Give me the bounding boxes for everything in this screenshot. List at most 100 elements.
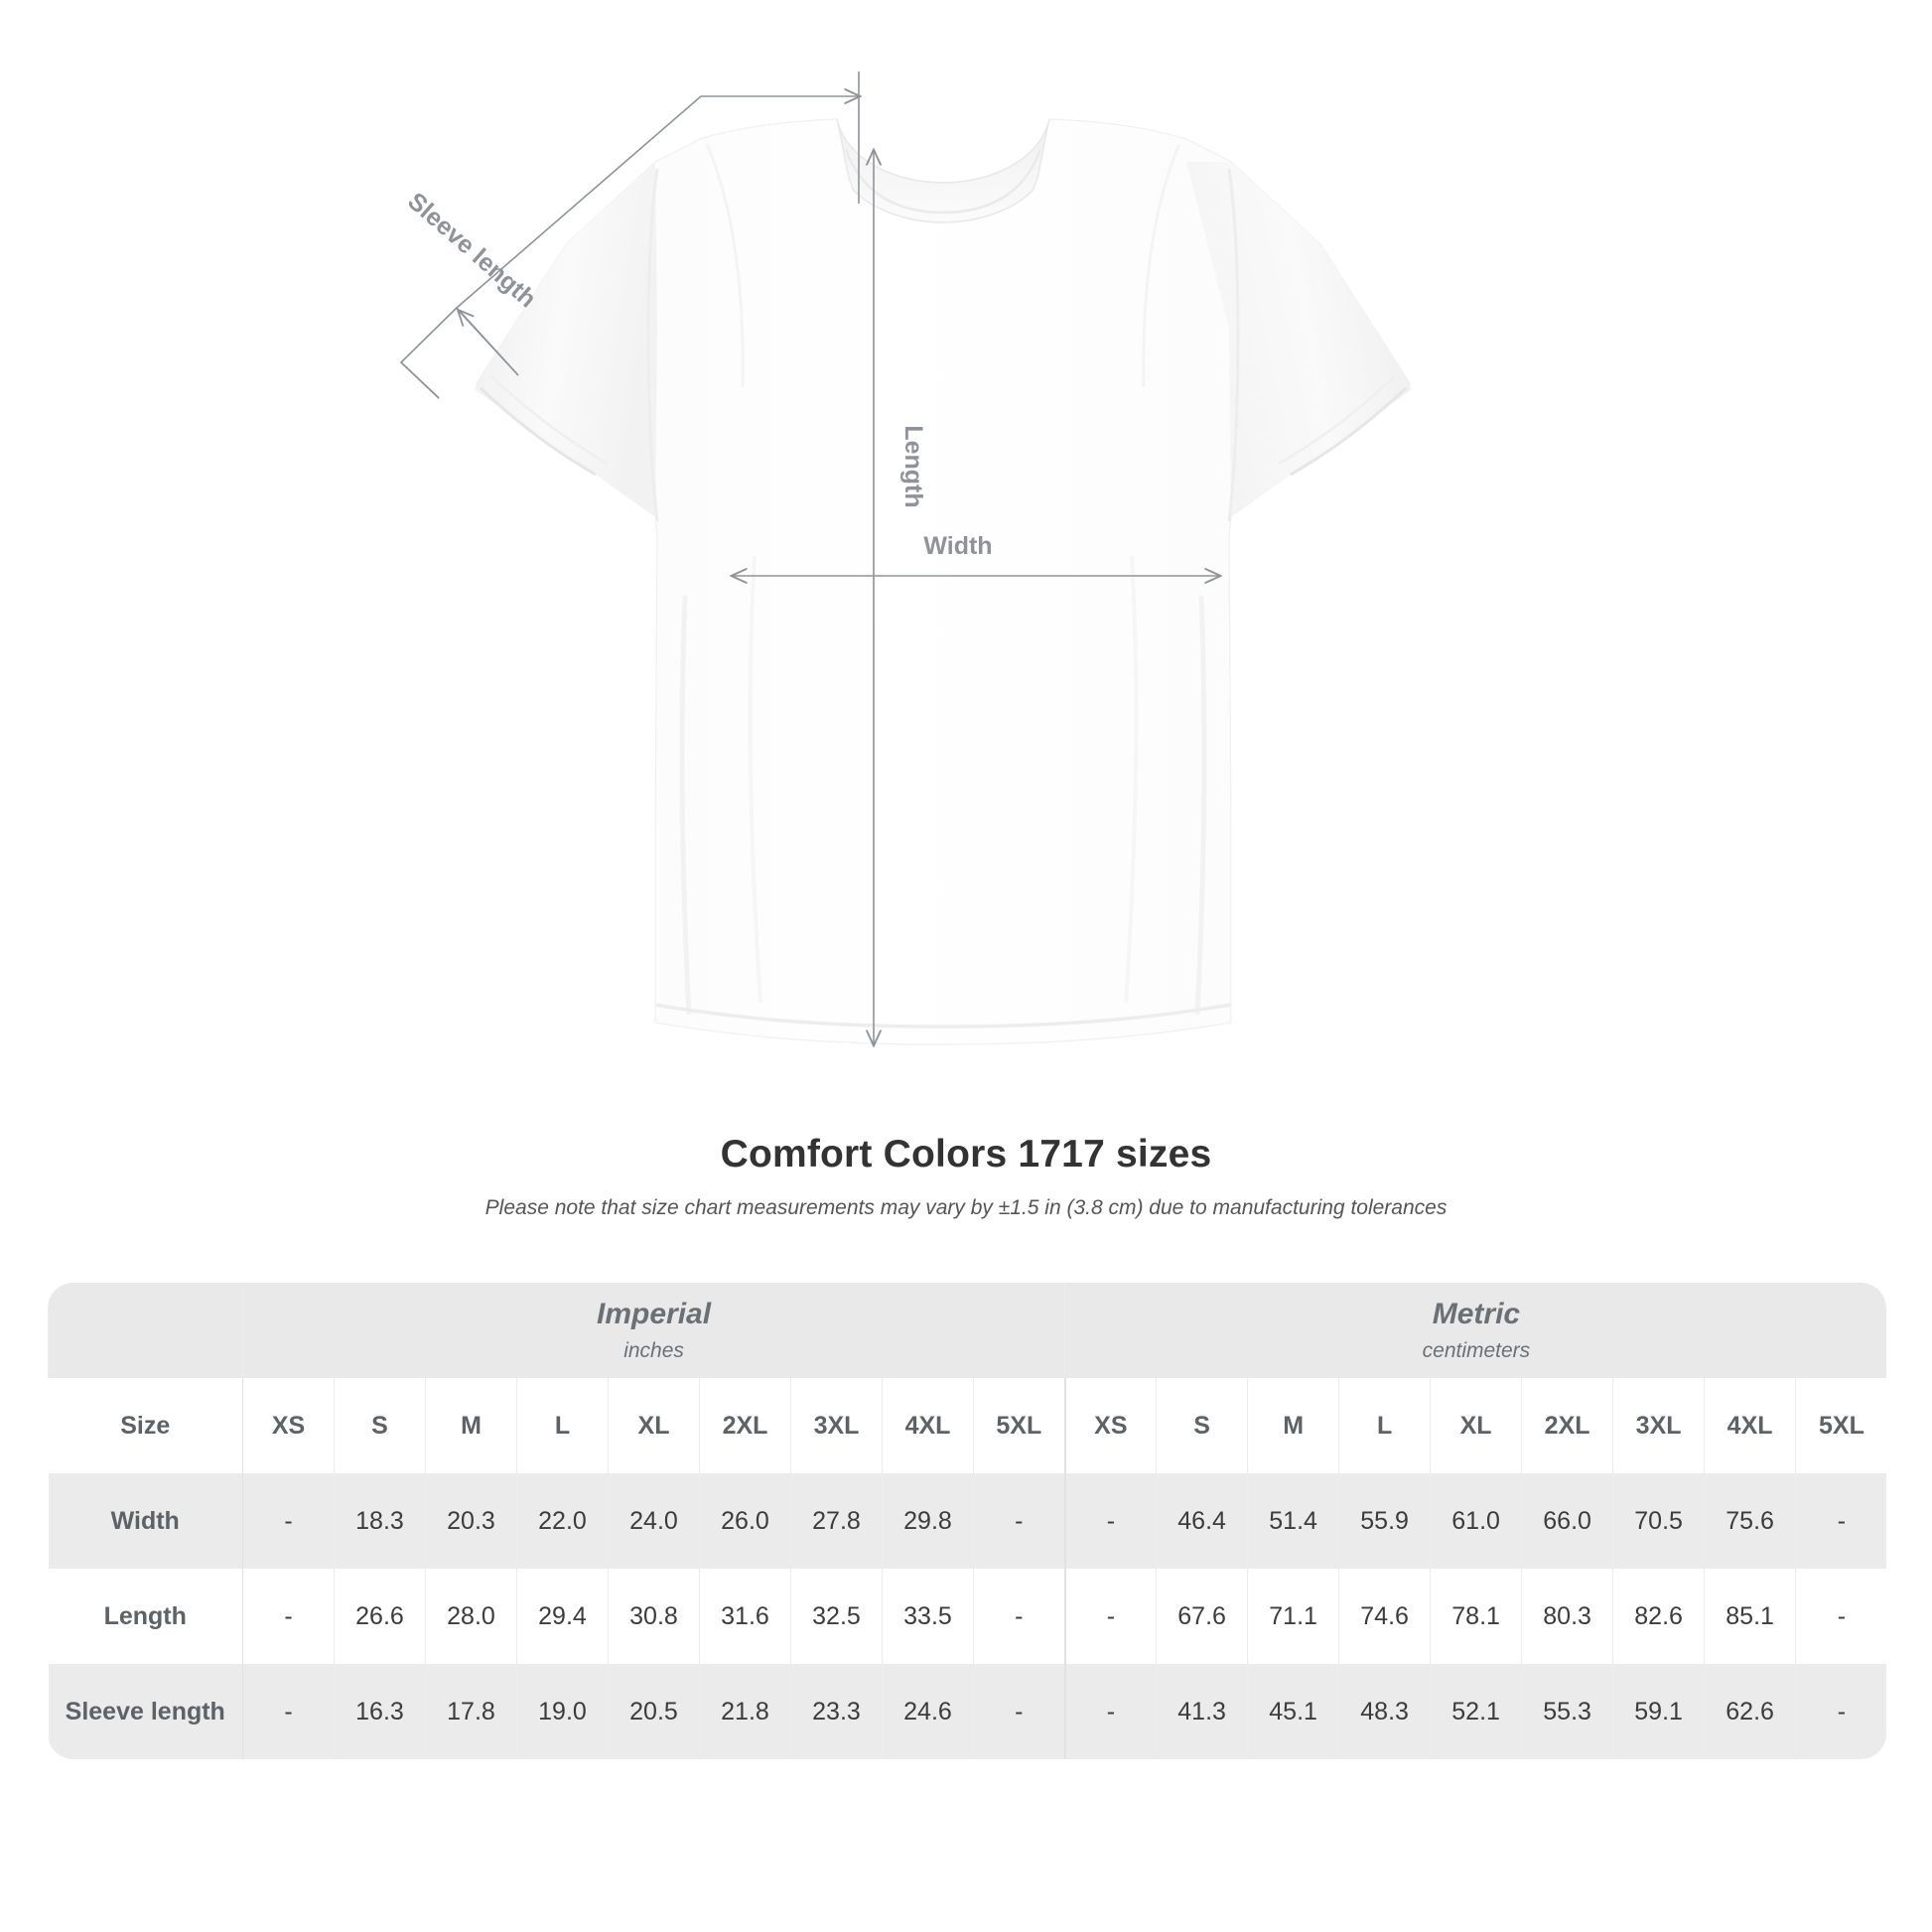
cell-width-metric-m: 51.4 [1247, 1473, 1339, 1569]
tshirt-right-sleeve [1186, 162, 1410, 516]
tshirt-right-sleeve-hem [1290, 386, 1408, 477]
tshirt-collar [836, 118, 1050, 223]
unit-group-imperial: Imperial inches [241, 1283, 1065, 1378]
sleeve-end-tick [399, 307, 458, 399]
unit-group-imperial-units: inches [623, 1338, 684, 1362]
cell-width-imperial-l: 22.0 [516, 1473, 609, 1569]
size-table: Imperial inches Metric centimeters Size … [48, 1283, 1886, 1759]
cell-sleeve-imperial-l: 19.0 [516, 1664, 609, 1759]
cell-sleeve-imperial-xl: 20.5 [608, 1664, 700, 1759]
table-row: Width - 18.3 20.3 22.0 24.0 26.0 27.8 29… [48, 1473, 1886, 1569]
size-header-metric-3xl: 3XL [1612, 1378, 1705, 1473]
tshirt-right-armhole-seam [1227, 168, 1240, 522]
size-header-metric-xs: XS [1063, 1378, 1157, 1473]
cell-sleeve-metric-4xl: 62.6 [1704, 1664, 1796, 1759]
size-table-container: Imperial inches Metric centimeters Size … [48, 1283, 1886, 1759]
page-title: Comfort Colors 1717 sizes [720, 1133, 1212, 1175]
cell-length-imperial-l: 29.4 [516, 1569, 609, 1664]
cell-length-metric-s: 67.6 [1156, 1569, 1248, 1664]
cell-sleeve-imperial-3xl: 23.3 [790, 1664, 883, 1759]
cell-length-imperial-s: 26.6 [334, 1569, 426, 1664]
cell-sleeve-metric-xl: 52.1 [1430, 1664, 1522, 1759]
size-header-metric-5xl: 5XL [1795, 1378, 1886, 1473]
cell-sleeve-imperial-5xl: - [972, 1664, 1065, 1759]
size-header-imperial-5xl: 5XL [972, 1378, 1065, 1473]
cell-sleeve-imperial-s: 16.3 [334, 1664, 426, 1759]
row-label-width: Width [48, 1473, 243, 1569]
cell-sleeve-metric-xs: - [1063, 1664, 1157, 1759]
cell-length-imperial-5xl: - [972, 1569, 1065, 1664]
cell-sleeve-metric-2xl: 55.3 [1521, 1664, 1613, 1759]
cell-sleeve-imperial-2xl: 21.8 [699, 1664, 791, 1759]
cell-length-metric-xs: - [1063, 1569, 1157, 1664]
tshirt-hem [654, 1003, 1232, 1029]
width-dimension: Width [733, 532, 1219, 576]
unit-group-imperial-name: Imperial [597, 1298, 712, 1331]
cell-sleeve-imperial-4xl: 24.6 [882, 1664, 974, 1759]
length-label: Length [899, 425, 927, 507]
cell-width-imperial-m: 20.3 [425, 1473, 517, 1569]
size-header-label: Size [48, 1378, 243, 1473]
cell-length-imperial-2xl: 31.6 [699, 1569, 791, 1664]
size-header-metric-4xl: 4XL [1704, 1378, 1796, 1473]
unit-spacer-cell [48, 1283, 243, 1378]
cell-width-imperial-xs: - [242, 1473, 335, 1569]
size-header-imperial-3xl: 3XL [790, 1378, 883, 1473]
cell-sleeve-metric-s: 41.3 [1156, 1664, 1248, 1759]
size-header-metric-l: L [1338, 1378, 1431, 1473]
cell-length-imperial-3xl: 32.5 [790, 1569, 883, 1664]
cell-width-metric-l: 55.9 [1338, 1473, 1431, 1569]
cell-length-metric-5xl: - [1795, 1569, 1886, 1664]
size-header-imperial-4xl: 4XL [882, 1378, 974, 1473]
length-dimension: Length [874, 151, 927, 1044]
cell-length-imperial-xl: 30.8 [608, 1569, 700, 1664]
tshirt-left-sleeve [477, 162, 657, 516]
cell-length-metric-4xl: 85.1 [1704, 1569, 1796, 1664]
cell-length-imperial-xs: - [242, 1569, 335, 1664]
unit-group-row: Imperial inches Metric centimeters [48, 1283, 1886, 1378]
size-header-metric-m: M [1247, 1378, 1339, 1473]
unit-group-metric: Metric centimeters [1064, 1283, 1886, 1378]
tshirt-left-sleeve-hem [479, 386, 597, 477]
chart-header: Comfort Colors 1717 sizes Please note th… [0, 1132, 1932, 1221]
cell-width-metric-xl: 61.0 [1430, 1473, 1522, 1569]
tshirt-left-armhole-seam [646, 168, 659, 522]
unit-group-metric-name: Metric [1432, 1298, 1521, 1331]
size-header-imperial-s: S [334, 1378, 426, 1473]
cell-length-metric-xl: 78.1 [1430, 1569, 1522, 1664]
cell-width-metric-5xl: - [1795, 1473, 1886, 1569]
row-label-sleeve-length: Sleeve length [48, 1664, 243, 1759]
tshirt-graphic [476, 118, 1411, 1045]
cell-length-imperial-4xl: 33.5 [882, 1569, 974, 1664]
cell-width-imperial-2xl: 26.0 [699, 1473, 791, 1569]
table-row: Length - 26.6 28.0 29.4 30.8 31.6 32.5 3… [48, 1569, 1886, 1664]
cell-width-metric-2xl: 66.0 [1521, 1473, 1613, 1569]
cell-width-metric-s: 46.4 [1156, 1473, 1248, 1569]
table-row: Sleeve length - 16.3 17.8 19.0 20.5 21.8… [48, 1664, 1886, 1759]
cell-width-imperial-5xl: - [972, 1473, 1065, 1569]
size-header-metric-xl: XL [1430, 1378, 1522, 1473]
width-label: Width [923, 532, 992, 560]
cell-width-metric-3xl: 70.5 [1612, 1473, 1705, 1569]
tolerance-note: Please note that size chart measurements… [484, 1195, 1448, 1219]
size-header-metric-2xl: 2XL [1521, 1378, 1613, 1473]
cell-length-metric-2xl: 80.3 [1521, 1569, 1613, 1664]
size-header-imperial-2xl: 2XL [699, 1378, 791, 1473]
cell-length-imperial-m: 28.0 [425, 1569, 517, 1664]
size-header-imperial-l: L [516, 1378, 609, 1473]
cell-width-metric-4xl: 75.6 [1704, 1473, 1796, 1569]
cell-length-metric-3xl: 82.6 [1612, 1569, 1705, 1664]
cell-sleeve-metric-l: 48.3 [1338, 1664, 1431, 1759]
size-header-imperial-xs: XS [242, 1378, 335, 1473]
cell-width-metric-xs: - [1063, 1473, 1157, 1569]
cell-sleeve-imperial-xs: - [242, 1664, 335, 1759]
cell-sleeve-metric-5xl: - [1795, 1664, 1886, 1759]
cell-sleeve-imperial-m: 17.8 [425, 1664, 517, 1759]
cell-width-imperial-xl: 24.0 [608, 1473, 700, 1569]
cell-width-imperial-3xl: 27.8 [790, 1473, 883, 1569]
size-header-metric-s: S [1156, 1378, 1248, 1473]
cell-width-imperial-4xl: 29.8 [882, 1473, 974, 1569]
size-header-imperial-xl: XL [608, 1378, 700, 1473]
cell-length-metric-m: 71.1 [1247, 1569, 1339, 1664]
